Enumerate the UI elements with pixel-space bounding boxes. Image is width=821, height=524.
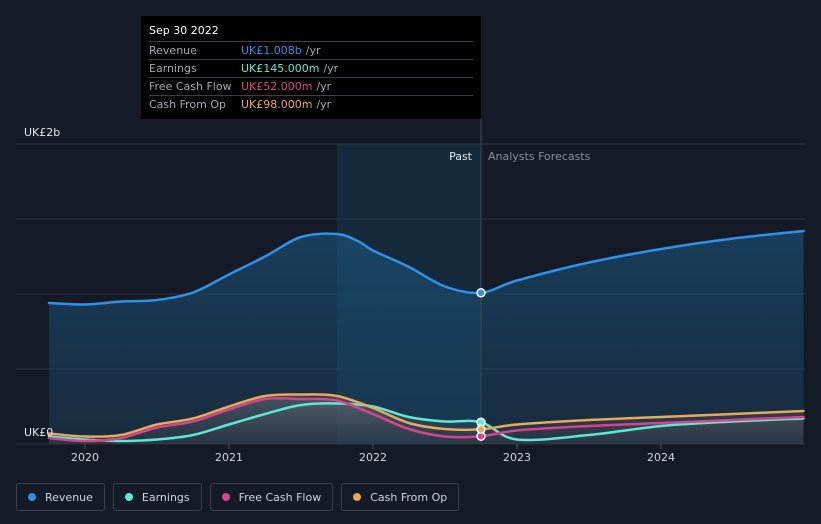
legend-label: Revenue [45, 490, 93, 504]
legend-dot-icon [353, 493, 362, 501]
x-axis-ticks: 2020 2021 2022 2023 2024 [71, 444, 675, 464]
tooltip-value: UK£52.000m [241, 80, 313, 93]
legend-dot-icon [124, 493, 133, 501]
free-cash-flow-line [47, 396, 805, 443]
past-label: Past [449, 150, 473, 163]
tooltip-label: Free Cash Flow [149, 80, 232, 93]
tooltip-row-revenue: Revenue UK£1.008b /yr [149, 41, 473, 59]
cash-from-op-line [47, 393, 805, 438]
revenue-line [47, 229, 805, 306]
series-lines [47, 229, 805, 443]
tooltip-label: Earnings [149, 62, 197, 75]
legend-dot-icon [28, 493, 36, 501]
revenue-marker [476, 288, 486, 298]
legend: Revenue Earnings Free Cash Flow Cash Fro… [16, 483, 460, 511]
x-tick-label: 2023 [503, 451, 531, 464]
legend-label: Earnings [141, 490, 190, 504]
tooltip-value: UK£98.000m [241, 98, 313, 111]
legend-free-cash-flow-button[interactable]: Free Cash Flow [209, 483, 334, 511]
x-tick-label: 2021 [215, 451, 243, 464]
legend-revenue-button[interactable]: Revenue [16, 483, 105, 511]
legend-dot-icon [221, 493, 230, 501]
tooltip-row-earnings: Earnings UK£145.000m /yr [149, 59, 473, 77]
tooltip-label: Revenue [149, 44, 197, 57]
analysts-forecasts-label: Analysts Forecasts [488, 150, 591, 163]
x-tick-label: 2022 [359, 451, 387, 464]
legend-cash-from-op-button[interactable]: Cash From Op [341, 483, 460, 511]
x-tick-label: 2024 [647, 451, 675, 464]
tooltip-label: Cash From Op [149, 98, 227, 111]
tooltip-unit: /yr [305, 44, 321, 57]
tooltip-value: UK£1.008b [241, 44, 302, 57]
hover-markers [476, 288, 486, 441]
tooltip: Sep 30 2022 Revenue UK£1.008b /yr Earnin… [141, 16, 481, 119]
x-tick-label: 2020 [71, 451, 99, 464]
revenue-area [49, 231, 804, 444]
legend-label: Cash From Op [370, 490, 448, 504]
y-axis-top-label: UK£2b [24, 126, 60, 139]
tooltip-unit: /yr [323, 62, 339, 75]
cash-from-op-marker [476, 424, 486, 435]
y-axis-bottom-label: UK£0 [24, 426, 53, 439]
legend-label: Free Cash Flow [238, 490, 322, 504]
tooltip-date: Sep 30 2022 [149, 24, 219, 37]
tooltip-row-cash-from-op: Cash From Op UK£98.000m /yr [149, 95, 473, 113]
tooltip-value: UK£145.000m [241, 62, 320, 75]
tooltip-row-free-cash-flow: Free Cash Flow UK£52.000m /yr [149, 77, 473, 95]
tooltip-unit: /yr [316, 80, 332, 93]
tooltip-unit: /yr [316, 98, 332, 111]
legend-earnings-button[interactable]: Earnings [112, 483, 202, 511]
